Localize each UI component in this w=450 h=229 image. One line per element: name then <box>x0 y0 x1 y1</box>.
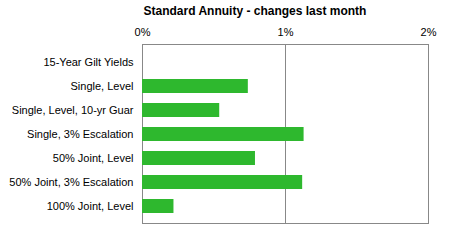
svg-text:100% Joint, Level: 100% Joint, Level <box>47 200 134 212</box>
svg-text:50% Joint, Level: 50% Joint, Level <box>53 152 134 164</box>
svg-text:15-Year Gilt Yields: 15-Year Gilt Yields <box>43 56 134 68</box>
svg-text:Single, 3% Escalation: Single, 3% Escalation <box>27 128 133 140</box>
html-text:Standard Annuity - changes las: Standard Annuity - changes last month <box>143 4 367 18</box>
svg-text:Single, Level, 10-yr Guar: Single, Level, 10-yr Guar <box>12 104 134 116</box>
svg-text:50% Joint, 3% Escalation: 50% Joint, 3% Escalation <box>9 176 133 188</box>
svg-text:2%: 2% <box>421 26 437 38</box>
svg-text:0%: 0% <box>135 26 151 38</box>
svg-text:Single, Level: Single, Level <box>71 80 134 92</box>
svg-text:1%: 1% <box>278 26 294 38</box>
